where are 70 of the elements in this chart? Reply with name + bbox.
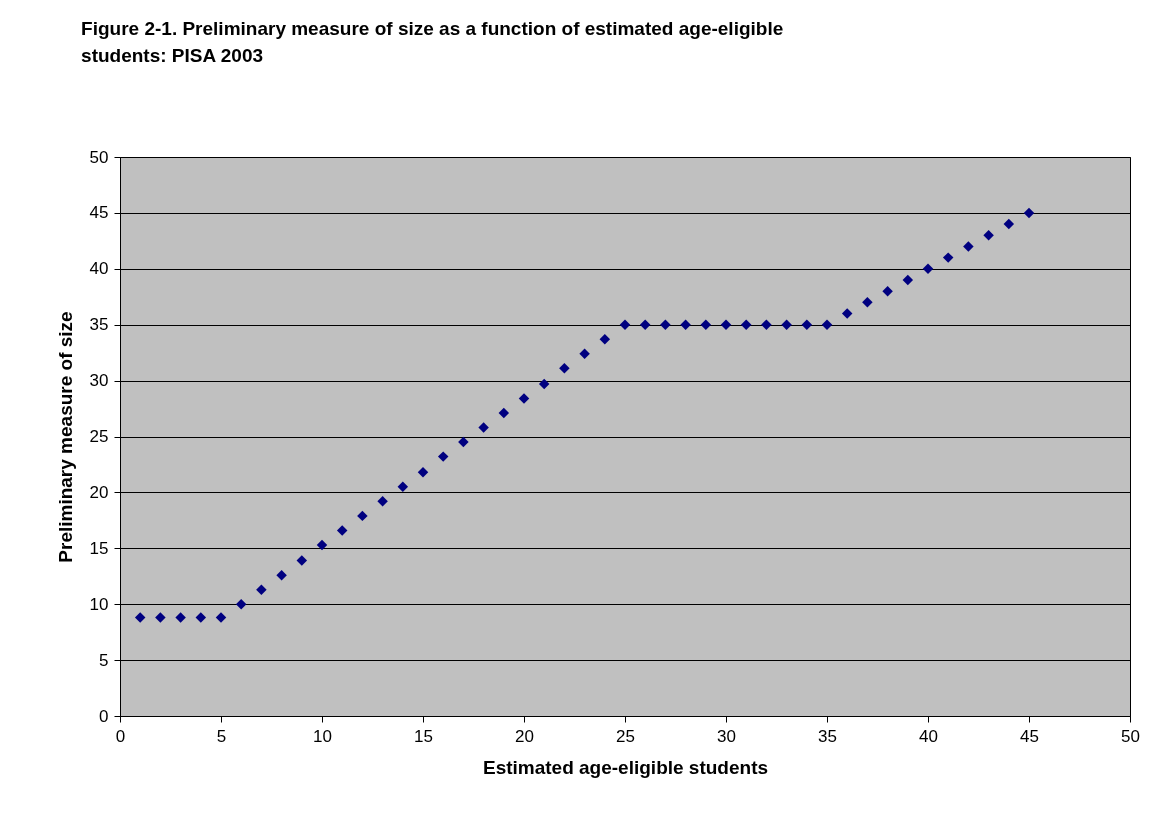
x-tick-label: 45 xyxy=(1020,726,1039,746)
point xyxy=(963,241,974,252)
point xyxy=(942,252,954,263)
point xyxy=(902,274,914,286)
point xyxy=(841,308,853,319)
point xyxy=(660,319,671,330)
point xyxy=(740,319,752,330)
x-tick-label: 10 xyxy=(313,726,332,746)
point xyxy=(235,598,247,610)
point xyxy=(720,319,732,330)
point xyxy=(922,263,934,275)
point xyxy=(276,569,287,581)
x-tick-label: 35 xyxy=(818,726,837,746)
y-axis-title: Preliminary measure of size xyxy=(54,311,76,563)
point xyxy=(821,319,833,330)
point xyxy=(862,297,873,308)
point xyxy=(417,467,429,478)
x-tick-label: 20 xyxy=(515,726,534,746)
point xyxy=(680,319,691,330)
point xyxy=(761,319,772,330)
point xyxy=(700,319,712,330)
x-tick-label: 25 xyxy=(616,726,635,746)
point xyxy=(377,496,388,507)
point xyxy=(983,230,994,241)
point xyxy=(599,333,611,345)
x-tick-label: 0 xyxy=(115,726,126,746)
y-tick-label: 40 xyxy=(89,259,109,279)
point xyxy=(538,378,550,390)
y-tick-label: 15 xyxy=(89,538,109,558)
y-tick-label: 5 xyxy=(99,650,109,670)
point xyxy=(437,451,449,462)
y-tick-label: 20 xyxy=(89,482,109,502)
y-tick-label: 25 xyxy=(89,427,109,446)
chart-title: Figure 2-1. Preliminary measure of size as a function of estimated age-eligible students: PISA 2003 xyxy=(81,18,784,66)
point xyxy=(336,525,348,536)
point xyxy=(882,285,893,297)
point xyxy=(155,612,166,623)
point xyxy=(357,510,368,522)
point xyxy=(175,612,186,623)
x-tick-label: 40 xyxy=(919,726,938,746)
point xyxy=(215,612,227,623)
point xyxy=(134,612,146,623)
point xyxy=(316,539,328,551)
point xyxy=(296,555,308,566)
y-tick-label: 0 xyxy=(99,706,109,726)
point xyxy=(397,481,409,493)
x-axis-title: Estimated age-eligible students xyxy=(482,756,769,778)
y-tick-label: 45 xyxy=(89,203,109,223)
point xyxy=(478,422,489,433)
point xyxy=(498,407,510,419)
point xyxy=(559,363,570,374)
point xyxy=(458,436,469,448)
point xyxy=(1023,207,1035,219)
x-tick-label: 50 xyxy=(1121,726,1140,746)
point xyxy=(195,612,207,623)
y-tick-label: 10 xyxy=(89,594,109,614)
point xyxy=(619,319,631,330)
point xyxy=(579,348,590,360)
x-tick-label: 30 xyxy=(717,726,736,746)
point xyxy=(801,319,813,330)
point xyxy=(518,393,530,404)
y-tick-label: 35 xyxy=(89,315,109,335)
point xyxy=(781,319,792,330)
x-tick-label: 5 xyxy=(216,726,227,746)
x-tick-label: 15 xyxy=(414,726,433,746)
y-tick-label: 30 xyxy=(89,371,109,391)
y-tick-label: 50 xyxy=(89,147,109,167)
point xyxy=(639,319,651,330)
point xyxy=(1003,218,1015,230)
point xyxy=(256,584,267,595)
